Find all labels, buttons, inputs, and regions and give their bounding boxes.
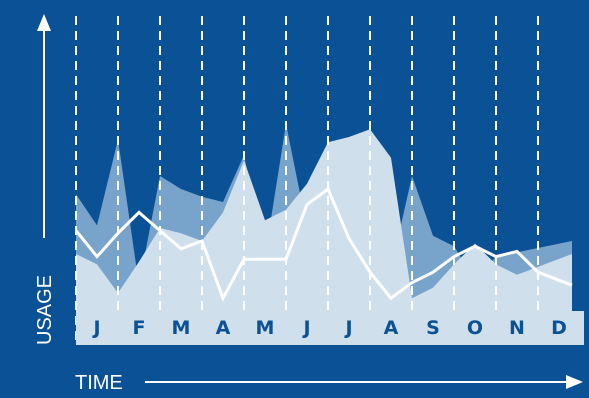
- x-axis-label: TIME: [75, 372, 123, 394]
- month-label: M: [172, 317, 191, 339]
- month-label: J: [301, 317, 310, 339]
- month-label: D: [551, 317, 567, 339]
- month-label: O: [467, 317, 483, 339]
- x-axis-arrowhead-icon: [566, 375, 583, 389]
- month-label: A: [216, 317, 231, 339]
- series-3-line: [74, 186, 573, 302]
- month-label: M: [256, 317, 275, 339]
- month-label: A: [384, 317, 399, 339]
- month-label: J: [343, 317, 352, 339]
- series-areas: [76, 124, 572, 345]
- month-label: N: [509, 317, 525, 339]
- y-axis-arrowhead-icon: [37, 14, 51, 31]
- month-gridlines: [75, 16, 539, 345]
- month-label: F: [133, 317, 146, 339]
- month-label: S: [426, 317, 440, 339]
- series-2-area: [76, 129, 572, 345]
- y-axis-label: USAGE: [34, 275, 56, 345]
- month-label: J: [91, 317, 100, 339]
- month-label-band: [76, 311, 584, 345]
- series-lines: [74, 186, 573, 302]
